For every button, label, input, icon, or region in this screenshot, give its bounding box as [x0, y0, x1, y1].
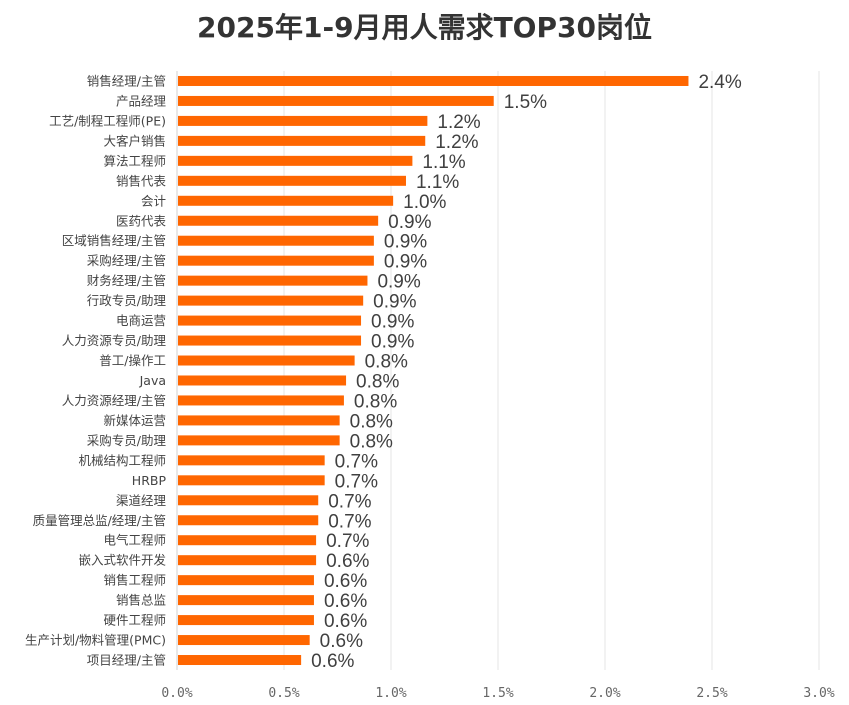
bar	[178, 475, 325, 486]
category-label: 采购经理/主管	[87, 253, 166, 268]
category-label: 会计	[141, 193, 166, 208]
bar	[178, 235, 374, 246]
chart-title: 2025年1-9月用人需求TOP30岗位	[197, 11, 652, 44]
category-label: 新媒体运营	[103, 413, 166, 428]
bar	[178, 95, 494, 106]
data-label: 1.1%	[416, 172, 459, 193]
bar	[178, 495, 319, 506]
category-label: 生产计划/物料管理(PMC)	[25, 633, 166, 648]
bar	[178, 615, 314, 626]
category-label: 质量管理总监/经理/主管	[33, 513, 166, 528]
category-label: 工艺/制程工程师(PE)	[49, 113, 166, 128]
data-label: 1.2%	[435, 132, 478, 153]
data-label: 1.1%	[422, 152, 465, 173]
x-tick-label: 0.0%	[161, 686, 192, 701]
category-label: 销售代表	[116, 173, 167, 188]
category-label: 销售总监	[116, 593, 166, 608]
bar	[178, 415, 340, 426]
data-label: 0.8%	[350, 411, 393, 432]
data-label: 0.9%	[373, 292, 416, 313]
data-label: 0.7%	[335, 451, 378, 472]
data-label: 1.2%	[437, 112, 480, 133]
category-label: HRBP	[132, 473, 167, 488]
data-label: 0.6%	[320, 631, 363, 652]
bar	[178, 355, 355, 366]
category-label: 电商运营	[116, 313, 166, 328]
bar	[178, 535, 317, 546]
data-label: 0.6%	[324, 611, 367, 632]
bar	[178, 295, 364, 306]
x-tick-label: 0.5%	[268, 686, 299, 701]
bar	[178, 635, 310, 646]
bar	[178, 395, 344, 406]
data-label: 0.6%	[311, 651, 354, 672]
bar	[178, 215, 379, 226]
category-label: 电气工程师	[103, 533, 166, 548]
data-label: 0.9%	[388, 212, 431, 233]
x-tick-label: 1.5%	[482, 686, 513, 701]
bar	[178, 255, 374, 266]
data-label: 0.9%	[384, 232, 427, 253]
data-label: 0.9%	[371, 332, 414, 353]
bar	[178, 375, 347, 386]
bar	[178, 75, 689, 86]
data-label: 0.9%	[371, 312, 414, 333]
x-tick-label: 2.0%	[589, 686, 620, 701]
bar	[178, 115, 428, 126]
category-label: 渠道经理	[116, 493, 167, 508]
bar	[178, 315, 362, 326]
category-label: 行政专员/助理	[87, 293, 167, 308]
data-label: 0.7%	[328, 491, 371, 512]
bar	[178, 275, 368, 286]
category-label: 医药代表	[116, 213, 167, 228]
x-tick-label: 1.0%	[375, 686, 406, 701]
category-label: 人力资源经理/主管	[62, 393, 166, 408]
data-label: 0.6%	[324, 591, 367, 612]
data-label: 0.8%	[350, 431, 393, 452]
category-label: 产品经理	[116, 93, 167, 108]
x-tick-label: 3.0%	[803, 686, 834, 701]
category-label: 采购专员/助理	[87, 433, 167, 448]
data-label: 0.7%	[335, 471, 378, 492]
bar	[178, 195, 394, 206]
bar	[178, 135, 426, 146]
bar	[178, 455, 325, 466]
data-label: 0.8%	[356, 371, 399, 392]
category-label: 财务经理/主管	[87, 273, 166, 288]
data-label: 0.8%	[365, 352, 408, 373]
data-label: 0.8%	[354, 391, 397, 412]
bar	[178, 655, 302, 666]
data-label: 1.0%	[403, 192, 446, 213]
category-label: 嵌入式软件开发	[78, 553, 166, 568]
data-label: 0.6%	[326, 551, 369, 572]
bar	[178, 515, 319, 526]
category-label: 区域销售经理/主管	[62, 233, 166, 248]
bar	[178, 335, 362, 346]
bar	[178, 155, 413, 166]
category-label: 销售经理/主管	[87, 73, 166, 88]
bar	[178, 555, 317, 566]
category-label: 机械结构工程师	[78, 453, 166, 468]
category-label: 人力资源专员/助理	[62, 333, 167, 348]
data-label: 0.9%	[377, 272, 420, 293]
category-label: 销售工程师	[103, 573, 166, 588]
data-label: 1.5%	[504, 92, 547, 113]
bar	[178, 175, 406, 186]
category-label: 项目经理/主管	[87, 653, 166, 668]
data-label: 0.7%	[326, 531, 369, 552]
x-tick-label: 2.5%	[696, 686, 727, 701]
bar	[178, 595, 314, 606]
category-label: Java	[139, 373, 166, 388]
data-label: 2.4%	[698, 72, 741, 93]
bar	[178, 435, 340, 446]
category-label: 大客户销售	[103, 133, 166, 148]
bar	[178, 575, 314, 586]
category-label: 算法工程师	[103, 153, 166, 168]
category-label: 普工/操作工	[99, 353, 166, 368]
data-label: 0.9%	[384, 252, 427, 273]
category-label: 硬件工程师	[103, 613, 166, 628]
data-label: 0.7%	[328, 511, 371, 532]
data-label: 0.6%	[324, 571, 367, 592]
